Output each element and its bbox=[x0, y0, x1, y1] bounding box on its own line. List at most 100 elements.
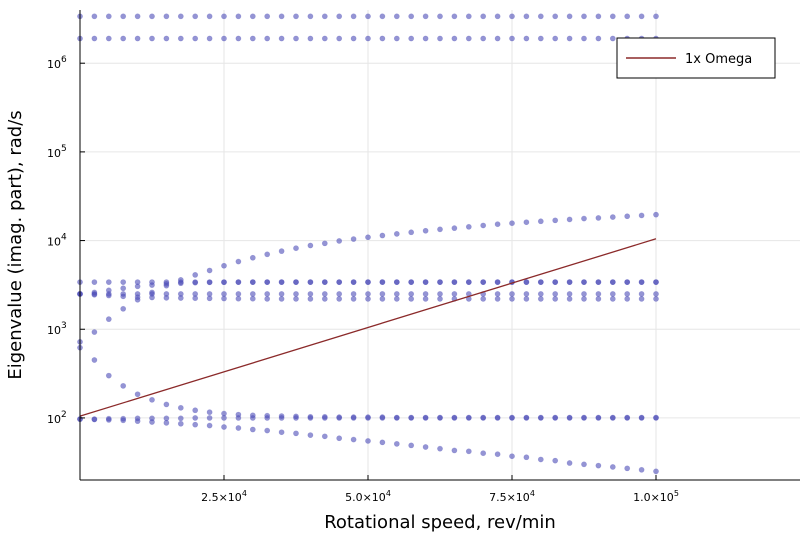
data-point bbox=[177, 420, 184, 427]
data-point bbox=[264, 295, 271, 302]
y-axis-title: Eigenvalue (imag. part), rad/s bbox=[5, 110, 26, 379]
data-point bbox=[105, 416, 112, 423]
data-point bbox=[206, 422, 213, 429]
data-point bbox=[408, 415, 415, 421]
data-point bbox=[249, 13, 256, 20]
data-point bbox=[365, 295, 371, 302]
data-point bbox=[278, 415, 285, 421]
data-point bbox=[350, 436, 357, 443]
data-point bbox=[163, 294, 170, 301]
data-point bbox=[278, 35, 285, 42]
data-point bbox=[307, 415, 314, 421]
data-point bbox=[149, 13, 155, 20]
data-point bbox=[509, 220, 515, 227]
data-point bbox=[120, 417, 127, 424]
data-point bbox=[422, 35, 429, 42]
data-point bbox=[408, 442, 415, 449]
x-axis-title: Rotational speed, rev/min bbox=[324, 512, 556, 533]
data-point bbox=[408, 291, 415, 297]
data-point bbox=[480, 295, 487, 302]
data-point bbox=[91, 329, 98, 335]
data-point bbox=[235, 258, 242, 265]
data-point bbox=[624, 465, 631, 472]
data-point bbox=[552, 35, 559, 42]
data-point bbox=[105, 35, 112, 42]
data-point bbox=[595, 291, 602, 297]
data-point bbox=[566, 291, 573, 297]
data-point bbox=[581, 215, 587, 222]
data-point bbox=[264, 251, 271, 258]
data-point bbox=[624, 213, 631, 220]
data-point bbox=[494, 35, 501, 42]
y-tick-label: 105 bbox=[47, 144, 67, 160]
data-point bbox=[293, 245, 299, 252]
data-point bbox=[624, 295, 631, 302]
data-point bbox=[177, 404, 184, 411]
data-point bbox=[465, 35, 472, 42]
data-point bbox=[120, 35, 127, 42]
data-point bbox=[624, 13, 631, 20]
data-point bbox=[465, 448, 472, 455]
data-point bbox=[624, 291, 631, 297]
data-point bbox=[149, 282, 155, 288]
data-point bbox=[566, 295, 573, 302]
data-point bbox=[595, 35, 602, 42]
data-point bbox=[437, 445, 443, 452]
data-point bbox=[365, 234, 371, 241]
data-point bbox=[581, 291, 587, 297]
data-point bbox=[552, 13, 559, 20]
data-point bbox=[523, 13, 530, 20]
data-point bbox=[350, 291, 357, 297]
data-point bbox=[653, 211, 659, 218]
data-point bbox=[509, 35, 515, 42]
data-point bbox=[177, 35, 184, 42]
data-point bbox=[192, 13, 199, 20]
data-point bbox=[480, 450, 487, 457]
data-point bbox=[437, 279, 443, 286]
data-point bbox=[293, 279, 299, 286]
data-point bbox=[638, 295, 645, 302]
data-point bbox=[336, 13, 343, 20]
data-point bbox=[451, 13, 458, 20]
data-point bbox=[393, 279, 400, 286]
data-point bbox=[192, 271, 199, 278]
data-point bbox=[581, 415, 587, 421]
data-point bbox=[451, 447, 458, 454]
data-point bbox=[264, 35, 271, 42]
data-point bbox=[206, 409, 213, 416]
data-point bbox=[134, 13, 141, 20]
data-point bbox=[509, 415, 515, 421]
data-point bbox=[105, 279, 112, 286]
data-point bbox=[91, 279, 98, 286]
data-point bbox=[581, 35, 587, 42]
data-point bbox=[177, 295, 184, 301]
data-point bbox=[523, 454, 530, 461]
data-point bbox=[365, 13, 371, 20]
data-point bbox=[509, 13, 515, 20]
data-point bbox=[192, 295, 199, 302]
data-point bbox=[293, 415, 299, 421]
data-point bbox=[221, 424, 227, 430]
data-point bbox=[609, 279, 616, 286]
data-point bbox=[408, 295, 415, 302]
data-point bbox=[192, 279, 199, 286]
data-point bbox=[653, 295, 659, 302]
data-point bbox=[581, 461, 587, 468]
data-point bbox=[494, 295, 501, 302]
data-point bbox=[336, 238, 343, 244]
data-point bbox=[537, 291, 544, 297]
data-point bbox=[523, 295, 530, 302]
data-point bbox=[393, 295, 400, 302]
data-point bbox=[221, 279, 227, 286]
data-point bbox=[249, 254, 256, 261]
data-point bbox=[321, 295, 328, 302]
data-point bbox=[264, 427, 271, 434]
data-point bbox=[149, 419, 155, 425]
data-point bbox=[451, 225, 458, 232]
data-point bbox=[307, 279, 314, 286]
data-point bbox=[537, 295, 544, 302]
data-point bbox=[422, 291, 429, 297]
data-point bbox=[293, 35, 299, 42]
y-tick-label: 103 bbox=[47, 321, 67, 337]
data-point bbox=[134, 283, 141, 290]
